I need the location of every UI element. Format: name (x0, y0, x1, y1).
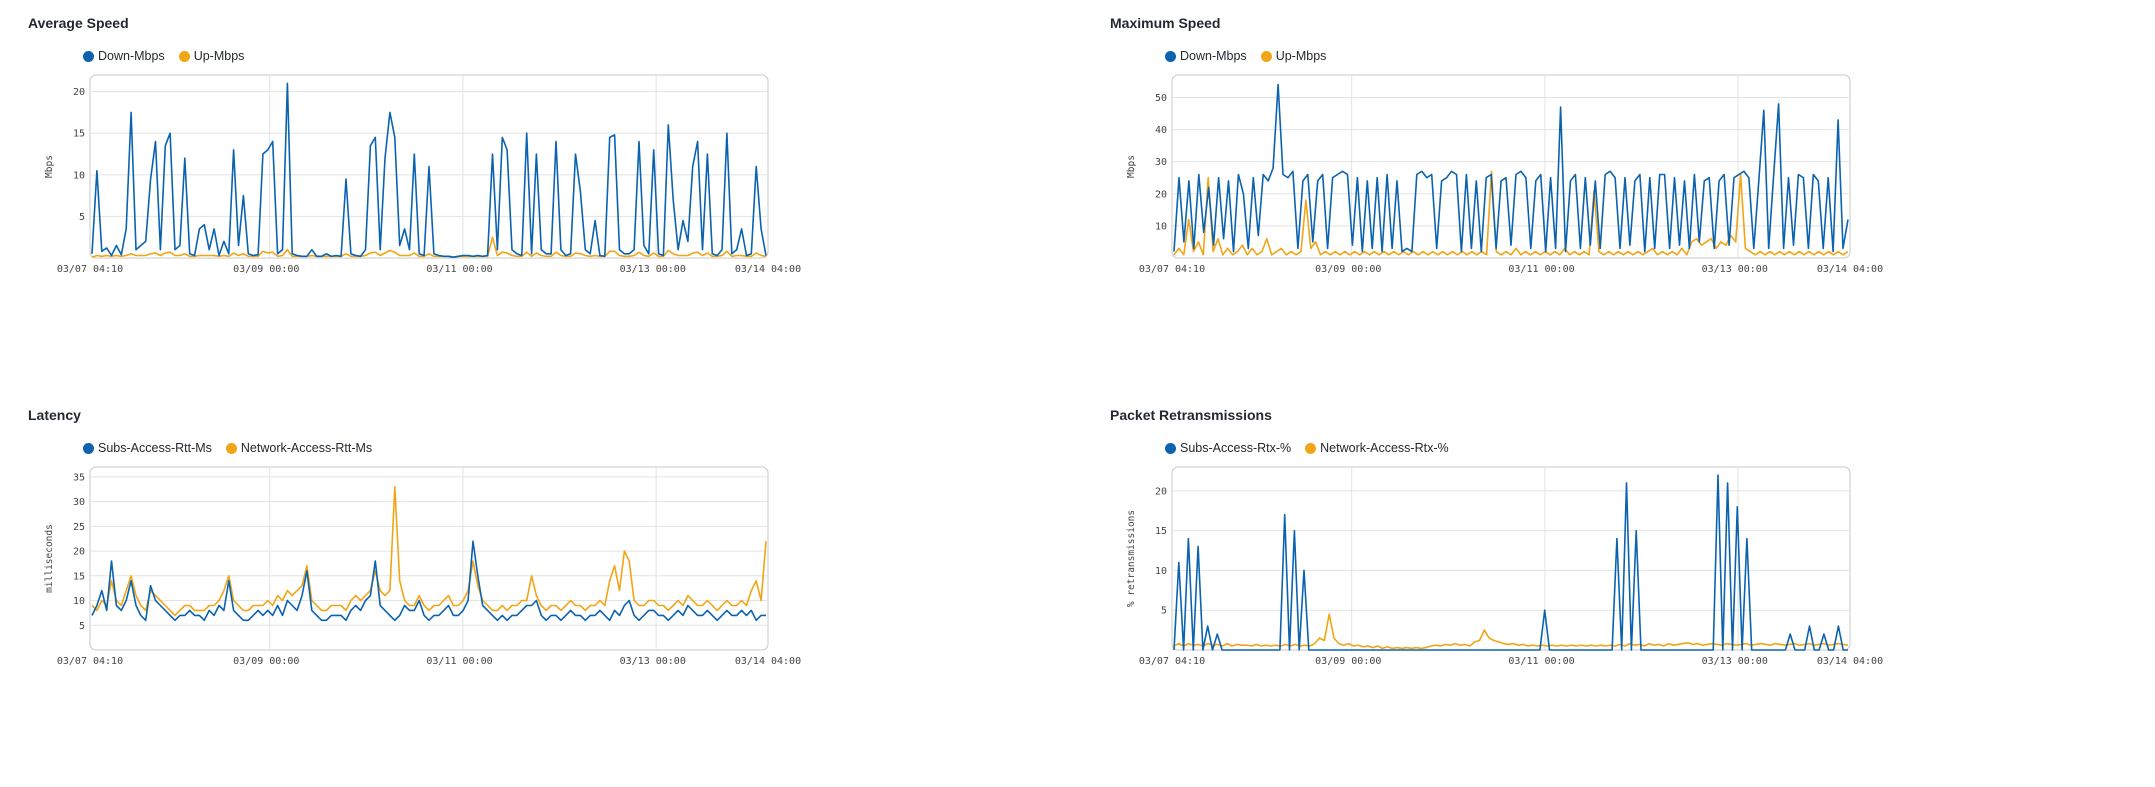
legend-swatch (83, 442, 94, 454)
y-tick-label: 20 (73, 87, 85, 98)
chart-svg: 5 10 15 20 03/07 04:10 03/09 00:00 03/11 00:00… (1126, 466, 1883, 667)
x-tick-label: 03/07 04:10 (1139, 264, 1205, 275)
y-tick-label: 35 (73, 472, 85, 483)
y-tick-label: 20 (1155, 189, 1167, 200)
legend-swatch (1165, 442, 1176, 454)
legend-label: Subs-Access-Rtt-Ms (98, 441, 212, 455)
series-line-subs-access-rtt-ms (91, 540, 766, 622)
legend-swatch (178, 50, 190, 62)
y-tick-label: 25 (73, 522, 85, 533)
chart-legend: Subs-Access-Rtt-Ms Network-Access-Rtt-Ms (83, 441, 372, 455)
x-tick-label: 03/07 04:10 (1139, 656, 1205, 667)
y-axis-label: % retransmissions (1126, 510, 1137, 607)
legend-swatch (1165, 50, 1176, 62)
x-tick-label: 03/09 00:00 (233, 656, 299, 667)
chart-legend: Subs-Access-Rtx-% Network-Access-Rtx-% (1165, 441, 1449, 455)
legend-swatch (1305, 442, 1317, 454)
y-tick-label: 15 (73, 129, 85, 140)
y-tick-label: 30 (73, 497, 85, 508)
x-tick-label: 03/14 04:00 (735, 656, 801, 667)
legend-label: Network-Access-Rtt-Ms (240, 441, 373, 455)
chart-legend: Down-Mbps Up-Mbps (1165, 49, 1326, 63)
x-tick-label: 03/13 00:00 (620, 264, 686, 275)
y-tick-label: 40 (1155, 125, 1167, 136)
x-tick-label: 03/09 00:00 (1315, 656, 1381, 667)
chart-title: Maximum Speed (1110, 15, 1221, 31)
x-tick-label: 03/07 04:10 (57, 264, 123, 275)
legend-item-down-mbps[interactable]: Down-Mbps (1165, 49, 1247, 63)
x-tick-label: 03/09 00:00 (1315, 264, 1381, 275)
legend-label: Subs-Access-Rtx-% (1180, 441, 1292, 455)
plot-frame (1171, 74, 1851, 259)
legend-label: Network-Access-Rtx-% (1320, 441, 1449, 455)
chart-legend: Down-Mbps Up-Mbps (83, 49, 244, 63)
x-tick-label: 03/11 00:00 (426, 656, 492, 667)
series-line-network-access-rtt-ms (91, 486, 767, 617)
y-tick-label: 10 (73, 596, 85, 607)
y-tick-label: 50 (1155, 93, 1167, 104)
legend-label: Up-Mbps (1275, 49, 1327, 63)
x-tick-label: 03/07 04:10 (57, 656, 123, 667)
legend-item-down-mbps[interactable]: Down-Mbps (83, 49, 165, 63)
x-tick-label: 03/13 00:00 (620, 656, 686, 667)
legend-item-network-access-rtx[interactable]: Network-Access-Rtx-% (1305, 441, 1449, 455)
y-tick-label: 15 (1155, 526, 1167, 537)
chart-title: Latency (28, 407, 81, 423)
x-tick-label: 03/11 00:00 (426, 264, 492, 275)
series-line-subs-access-rtx- (1173, 474, 1848, 651)
series-line-down-mbps (91, 82, 767, 258)
y-tick-label: 10 (1155, 221, 1167, 232)
legend-label: Down-Mbps (98, 49, 165, 63)
chart-svg: 10 20 30 40 50 03/07 04:10 03/09 00:00 03/11 00… (1126, 74, 1883, 275)
legend-item-subs-access-rtt[interactable]: Subs-Access-Rtt-Ms (83, 441, 212, 455)
x-tick-label: 03/09 00:00 (233, 264, 299, 275)
x-tick-label: 03/14 04:00 (1817, 656, 1883, 667)
plot-frame (89, 466, 769, 651)
y-tick-label: 5 (79, 212, 85, 223)
y-axis-label: Mbps (1126, 155, 1137, 178)
y-tick-label: 5 (1161, 606, 1167, 617)
x-tick-label: 03/14 04:00 (735, 264, 801, 275)
y-tick-label: 10 (1155, 566, 1167, 577)
y-tick-label: 20 (73, 547, 85, 558)
series-line-up-mbps (91, 236, 767, 258)
x-tick-label: 03/13 00:00 (1702, 264, 1768, 275)
legend-swatch (83, 50, 94, 62)
chart-panel-maximum-speed: Maximum Speed Down-Mbps Up-Mbps 10 20 30 40… (1110, 15, 2150, 395)
series-line-down-mbps (1173, 83, 1849, 253)
y-tick-label: 30 (1155, 157, 1167, 168)
legend-item-up-mbps[interactable]: Up-Mbps (1260, 49, 1327, 63)
legend-label: Down-Mbps (1180, 49, 1247, 63)
series-line-network-access-rtx- (1173, 613, 1849, 650)
x-tick-label: 03/13 00:00 (1702, 656, 1768, 667)
y-tick-label: 5 (79, 621, 85, 632)
legend-swatch (1260, 50, 1272, 62)
chart-svg: 5 10 15 20 25 30 35 03/07 04:10 03/09 00:00 03/11… (44, 466, 801, 667)
legend-label: Up-Mbps (193, 49, 245, 63)
legend-swatch (225, 442, 237, 454)
chart-panel-packet-retransmissions: Packet Retransmissions Subs-Access-Rtx-%… (1110, 407, 2150, 787)
series-line-up-mbps (1173, 170, 1849, 256)
x-tick-label: 03/11 00:00 (1508, 264, 1574, 275)
legend-item-network-access-rtt[interactable]: Network-Access-Rtt-Ms (225, 441, 373, 455)
x-tick-label: 03/11 00:00 (1508, 656, 1574, 667)
y-tick-label: 15 (73, 571, 85, 582)
x-tick-label: 03/14 04:00 (1817, 264, 1883, 275)
chart-title: Packet Retransmissions (1110, 407, 1272, 423)
y-axis-label: Mbps (44, 155, 55, 178)
legend-item-up-mbps[interactable]: Up-Mbps (178, 49, 245, 63)
y-tick-label: 10 (73, 170, 85, 181)
chart-title: Average Speed (28, 15, 129, 31)
chart-panel-average-speed: Average Speed Down-Mbps Up-Mbps 5 10 15 20 0… (28, 15, 1068, 395)
y-tick-label: 20 (1155, 486, 1167, 497)
chart-svg: 5 10 15 20 03/07 04:10 03/09 00:00 03/11 00:00… (44, 74, 801, 275)
legend-item-subs-access-rtx[interactable]: Subs-Access-Rtx-% (1165, 441, 1291, 455)
y-axis-label: milliseconds (44, 524, 55, 593)
chart-panel-latency: Latency Subs-Access-Rtt-Ms Network-Acces… (28, 407, 1068, 787)
